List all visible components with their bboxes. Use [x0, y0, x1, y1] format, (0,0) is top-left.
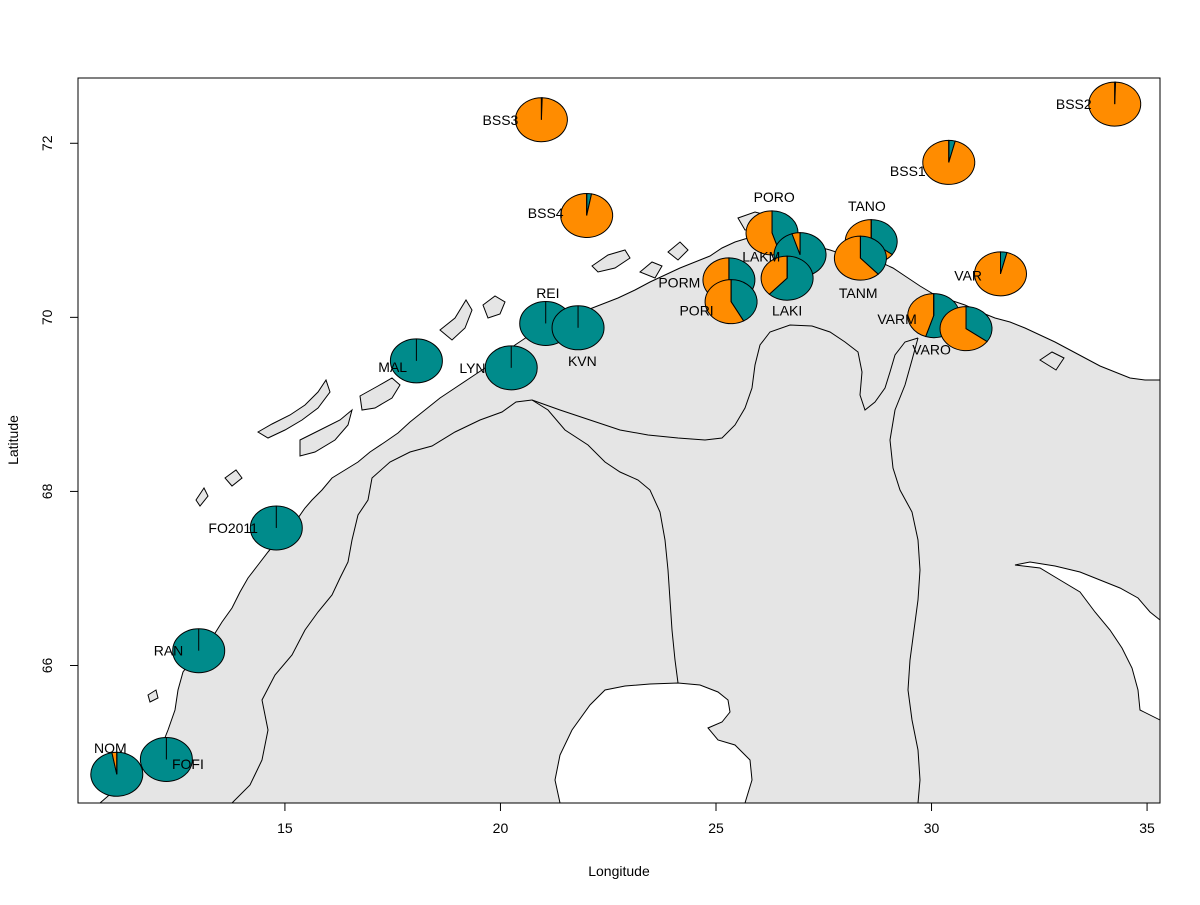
y-tick-label: 68 — [39, 483, 55, 499]
teal-slice — [965, 306, 993, 343]
site-label: BSS4 — [528, 205, 564, 221]
x-tick-label: 25 — [708, 820, 724, 836]
pie-bss2 — [1088, 81, 1142, 127]
site-label: BSS2 — [1056, 96, 1092, 112]
pie-fofi — [139, 736, 193, 782]
pie-varm — [907, 293, 961, 339]
site-label: TANO — [848, 198, 886, 214]
site-label: PORM — [658, 275, 700, 291]
gulf-of-bothnia — [554, 682, 753, 803]
island-seiland — [639, 261, 663, 279]
site-labels: BSS3 BSS2 BSS1 BSS4 PORO TANO LAKM TANM VAR LAKI P… — [94, 96, 1092, 772]
pie-laki — [760, 255, 814, 301]
island-ringvassoy — [482, 295, 506, 319]
x-tick-label: 20 — [493, 820, 509, 836]
orange-slice — [704, 279, 745, 325]
pie-varo — [939, 306, 993, 352]
island-lofoten — [257, 378, 331, 439]
y-tick-label: 66 — [39, 657, 55, 673]
island-varanger — [1039, 351, 1065, 371]
orange-slice — [833, 235, 879, 281]
island-senja — [359, 377, 401, 411]
orange-slice — [939, 306, 988, 352]
island-small-west — [195, 487, 209, 507]
site-label: FO2011 — [208, 520, 258, 536]
site-label: TANM — [839, 285, 878, 301]
pie-bss3 — [514, 97, 568, 143]
pie-ran — [172, 628, 226, 674]
x-tick-label: 15 — [277, 820, 293, 836]
island-kvaloy-hammerfest — [667, 241, 689, 261]
pie-markers — [90, 81, 1142, 797]
site-label: REI — [536, 285, 559, 301]
teal-slice — [768, 255, 814, 301]
y-tick-label: 70 — [39, 309, 55, 325]
pie-kvn — [551, 305, 605, 351]
island-vesteralen — [299, 408, 353, 457]
island-small-helgeland — [147, 689, 159, 703]
pie-tanm — [833, 235, 887, 281]
plot-frame — [77, 77, 1161, 804]
island-soroya — [591, 249, 631, 273]
site-label: LAKM — [742, 248, 780, 264]
site-label: LAKI — [772, 302, 802, 318]
orange-slice — [760, 255, 788, 295]
teal-slice — [859, 235, 887, 275]
site-label: VARM — [877, 311, 916, 327]
pie-pori — [704, 279, 758, 325]
border-finland-norway-north — [531, 324, 919, 441]
pie-var — [974, 251, 1027, 297]
island-kvaloya — [439, 299, 473, 341]
pie-bss4 — [560, 193, 614, 238]
island-small-north — [224, 469, 243, 487]
pie-nom — [90, 751, 144, 797]
site-label: MAL — [378, 359, 407, 375]
x-axis-label: Longitude — [588, 863, 650, 879]
site-label: BSS3 — [483, 112, 519, 128]
border-norway-sweden — [231, 399, 533, 803]
pie-lyn — [484, 345, 538, 391]
pie-fo2011 — [249, 505, 303, 551]
site-label: PORO — [754, 189, 795, 205]
axis-ticks: 15 20 25 30 35 66 68 70 72 — [39, 135, 1155, 836]
x-tick-label: 30 — [924, 820, 940, 836]
pie-mal — [389, 338, 443, 384]
site-label: BSS1 — [890, 163, 926, 179]
teal-slice — [870, 219, 898, 256]
border-sweden-finland-norway — [531, 399, 679, 684]
site-label: VAR — [954, 268, 982, 284]
site-label: NOM — [94, 740, 127, 756]
pie-bss1 — [922, 139, 976, 185]
teal-slice — [730, 279, 758, 322]
site-label: RAN — [154, 643, 184, 659]
x-tick-label: 35 — [1139, 820, 1155, 836]
y-tick-label: 72 — [39, 135, 55, 151]
orange-slice — [907, 293, 935, 338]
site-label: LYN — [459, 360, 485, 376]
border-finland-russia — [889, 337, 921, 803]
white-sea — [1014, 561, 1160, 721]
site-label: FOFI — [172, 756, 204, 772]
site-label: PORI — [679, 302, 713, 318]
site-label: KVN — [568, 353, 597, 369]
site-label: VARO — [912, 342, 951, 358]
y-axis-label: Latitude — [5, 415, 21, 465]
